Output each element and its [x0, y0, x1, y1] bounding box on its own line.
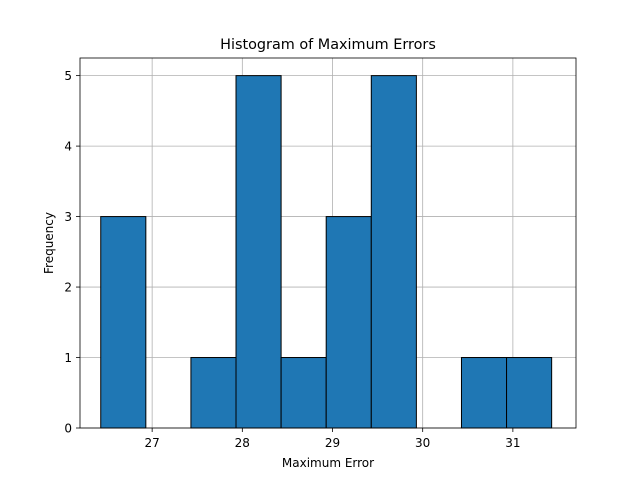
- x-tick-label: 31: [505, 436, 520, 450]
- histogram-bar: [370, 75, 417, 429]
- bars-layer: [100, 75, 553, 429]
- y-axis-label: Frequency: [42, 212, 56, 274]
- histogram-bar: [460, 357, 508, 429]
- y-tick-label: 3: [64, 210, 72, 224]
- x-tick-label: 29: [325, 436, 340, 450]
- y-tick-label: 5: [64, 69, 72, 83]
- ticks-layer: 27 28 29 30 31 0 1 2 3 4 5: [64, 69, 520, 450]
- y-tick-label: 2: [64, 281, 72, 295]
- x-axis-label: Maximum Error: [282, 456, 374, 470]
- x-tick-label: 28: [235, 436, 250, 450]
- chart-title: Histogram of Maximum Errors: [220, 37, 436, 53]
- x-tick-label: 30: [415, 436, 430, 450]
- y-tick-label: 1: [64, 351, 72, 365]
- y-tick-label: 4: [64, 140, 72, 154]
- histogram-bar: [506, 357, 553, 429]
- x-tick-label: 27: [145, 436, 160, 450]
- histogram-bar: [325, 216, 372, 429]
- histogram-bar: [235, 75, 282, 429]
- histogram-bar: [280, 357, 327, 429]
- plot-frame: [79, 57, 577, 429]
- histogram-bar: [100, 216, 147, 429]
- histogram-bar: [190, 357, 237, 429]
- y-tick-label: 0: [64, 422, 72, 436]
